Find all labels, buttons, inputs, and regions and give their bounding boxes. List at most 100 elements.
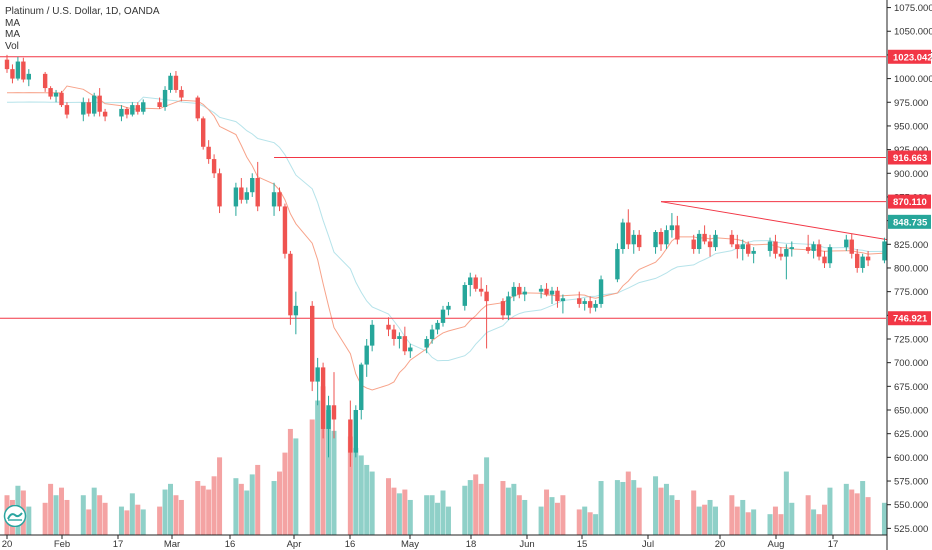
- candle-body: [620, 222, 626, 250]
- time-tick-label: 20: [715, 539, 726, 550]
- volume-bar: [560, 495, 566, 535]
- price-tick-label: 950.000: [894, 121, 928, 132]
- volume-bar: [211, 476, 217, 535]
- ma-indicator-label-2[interactable]: MA: [5, 29, 20, 40]
- candle-body: [522, 291, 527, 295]
- price-tick-label: 775.000: [894, 287, 928, 298]
- candle-body: [615, 249, 620, 280]
- candle-body: [478, 288, 484, 292]
- candle-body: [211, 159, 217, 174]
- candle-body: [195, 97, 200, 119]
- candle-body: [637, 234, 642, 248]
- tradingview-logo-icon[interactable]: [3, 504, 27, 528]
- candle-body: [81, 102, 86, 115]
- volume-bar: [59, 487, 64, 535]
- symbol-title[interactable]: Platinum / U.S. Dollar, 1D, OANDA: [5, 6, 160, 17]
- candle-body: [250, 178, 255, 193]
- candle-body: [865, 256, 871, 261]
- volume-bar: [860, 481, 866, 535]
- candle-body: [424, 338, 429, 348]
- volume-bar: [173, 495, 179, 535]
- volume-bar: [522, 499, 528, 535]
- volume-bar: [435, 502, 441, 535]
- candle-body: [707, 241, 713, 248]
- candle-body: [255, 178, 260, 207]
- volume-bar: [653, 476, 659, 535]
- level-price-tag-label: 746.921: [893, 314, 928, 325]
- plot-area: [0, 0, 886, 535]
- volume-bar: [582, 506, 588, 535]
- level-price-tag: 870.110: [888, 194, 931, 209]
- volume-bar: [386, 478, 391, 535]
- level-price-tag: 1023.042: [888, 49, 932, 64]
- volume-bar: [347, 436, 353, 535]
- candle-body: [691, 239, 696, 250]
- volume-bar: [140, 509, 146, 535]
- volume-bar: [233, 478, 239, 535]
- time-tick-label: 15: [577, 539, 588, 550]
- level-price-tag: 916.663: [888, 150, 931, 165]
- volume-bar: [168, 483, 173, 535]
- volume-bar: [86, 509, 92, 535]
- candle-body: [282, 206, 288, 254]
- volume-bar: [282, 452, 288, 535]
- volume-bar: [217, 457, 223, 535]
- volume-bar: [309, 419, 315, 535]
- candle-body: [130, 105, 135, 115]
- candle-body: [751, 250, 756, 254]
- time-tick-label: 18: [466, 539, 477, 550]
- volume-bar: [320, 386, 326, 535]
- candle-body: [484, 291, 489, 302]
- volume-indicator-label[interactable]: Vol: [5, 40, 19, 52]
- candle-body: [555, 290, 560, 302]
- volume-bar: [658, 487, 664, 535]
- price-tick-label: 675.000: [894, 382, 928, 393]
- candle-body: [740, 244, 745, 250]
- price-tick-label: 625.000: [894, 429, 928, 440]
- price-tick-label: 1075.000: [894, 3, 932, 14]
- volume-bar: [244, 490, 250, 535]
- candle-body: [882, 241, 887, 261]
- candle-body: [473, 277, 478, 289]
- volume-bar: [249, 474, 255, 535]
- level-price-tag-bg: [888, 194, 931, 209]
- ma-indicator-label-1[interactable]: MA: [5, 17, 20, 29]
- volume-bar: [287, 428, 293, 535]
- level-price-tag-bg: [888, 150, 931, 165]
- volume-bar: [849, 489, 855, 535]
- volume-bar: [277, 471, 282, 535]
- candle-body: [560, 298, 566, 302]
- candle-body: [669, 225, 675, 231]
- time-tick-label: May: [401, 539, 419, 550]
- volume-bar: [865, 497, 871, 535]
- price-tick-label: 900.000: [894, 169, 928, 180]
- chart-legend: Platinum / U.S. Dollar, 1D, OANDA MA MA …: [5, 6, 160, 52]
- time-tick-label: 17: [828, 539, 839, 550]
- candle-body: [598, 279, 604, 304]
- volume-bar: [42, 502, 48, 535]
- candle-body: [271, 192, 277, 207]
- volume-bar: [734, 506, 740, 535]
- candle-body: [402, 336, 408, 352]
- volume-bar: [293, 438, 299, 535]
- volume-bar: [587, 512, 593, 535]
- volume-bar: [707, 499, 713, 535]
- time-tick-label: Aug: [768, 539, 785, 550]
- time-tick-label: Apr: [287, 539, 302, 550]
- candle-body: [696, 233, 702, 250]
- candle-body: [446, 305, 451, 310]
- volume-bar: [822, 504, 827, 535]
- candle-body: [538, 288, 544, 292]
- candle-body: [511, 286, 517, 297]
- volume-bar: [129, 493, 135, 535]
- candle-body: [653, 231, 658, 248]
- level-price-tag-label: 916.663: [893, 153, 927, 164]
- candle-body: [239, 187, 244, 200]
- time-tick-label: 16: [345, 539, 356, 550]
- candle-body: [386, 324, 391, 330]
- volume-bar: [544, 489, 550, 535]
- price-axis-ticks: 1075.0001050.0001025.0001000.000975.0009…: [887, 3, 932, 535]
- volume-bar: [636, 487, 642, 535]
